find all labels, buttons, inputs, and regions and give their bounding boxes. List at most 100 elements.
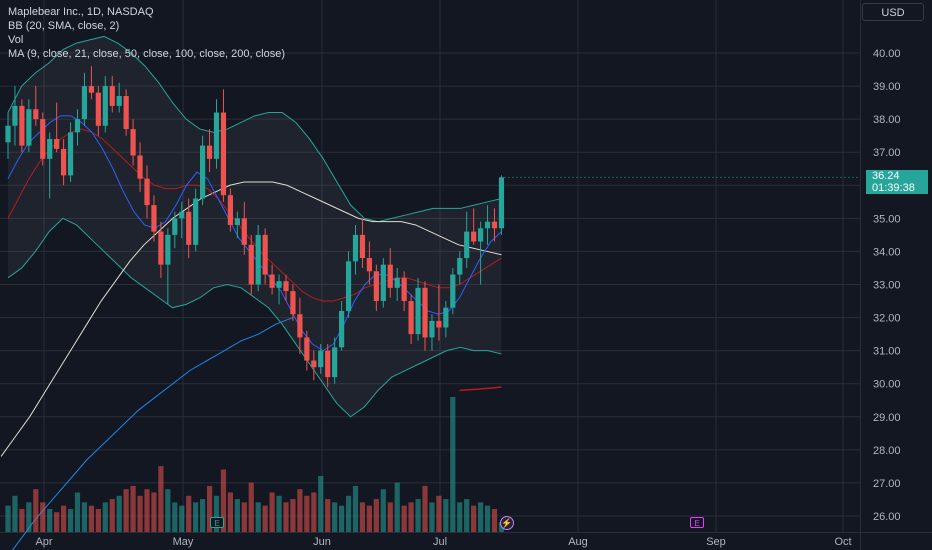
volume-bar [109, 499, 115, 532]
volume-bar [102, 502, 108, 532]
y-tick-label: 38.00 [873, 114, 901, 126]
y-tick-label: 33.00 [873, 280, 901, 292]
volume-indicator-label[interactable]: Vol [8, 34, 24, 46]
last-price-tag: 36.24 01:39:38 [866, 170, 928, 194]
ma200-line [459, 386, 502, 392]
ma-indicator-label[interactable]: MA (9, close, 21, close, 50, close, 100,… [8, 48, 285, 60]
candle-body [61, 148, 67, 176]
candle-body [165, 234, 171, 265]
candle-body [457, 258, 463, 275]
candle-body [241, 218, 247, 245]
volume-bar [366, 505, 372, 532]
volume-bar [471, 505, 477, 532]
bar-countdown: 01:39:38 [872, 182, 915, 194]
volume-bar [332, 502, 338, 532]
volume-bar [352, 485, 359, 532]
candle-body [325, 350, 331, 378]
candle-body [81, 86, 88, 120]
volume-bar [491, 508, 498, 532]
candle-body [394, 277, 400, 288]
volume-bar [464, 499, 470, 532]
volume-bar [429, 502, 435, 532]
candle-body [380, 264, 386, 302]
volume-bar [241, 502, 247, 532]
volume-bar [206, 485, 213, 532]
volume-bar [234, 499, 240, 532]
volume-bar [422, 485, 428, 532]
candle-body [248, 244, 254, 285]
y-tick-label: 28.00 [873, 445, 901, 457]
candle-body [130, 129, 136, 156]
volume-bar [436, 495, 442, 532]
candle-body [478, 228, 484, 242]
candle-body [172, 218, 178, 235]
volume-bar [179, 505, 185, 532]
symbol-title[interactable]: Maplebear Inc., 1D, NASDAQ [8, 6, 154, 18]
bb-lower-line [7, 217, 502, 418]
y-tick-label: 27.00 [873, 478, 901, 490]
candle-body [193, 198, 199, 245]
volume-bar [95, 508, 101, 532]
volume-bar [220, 469, 227, 532]
ma100-line [12, 317, 294, 550]
candle-body [33, 109, 39, 120]
candle-body [206, 145, 213, 159]
candle-body [401, 277, 407, 302]
chart-legend: Maplebear Inc., 1D, NASDAQ BB (20, SMA, … [8, 5, 285, 61]
candle-body [408, 301, 414, 335]
candle-body [359, 234, 366, 259]
y-tick-label: 37.00 [873, 147, 901, 159]
volume-bar [457, 502, 463, 532]
volume-bar [144, 489, 150, 532]
candle-body [26, 109, 32, 146]
candle-body [332, 347, 338, 378]
volume-bar [116, 495, 122, 532]
candle-body [443, 307, 449, 328]
candle-body [450, 274, 456, 308]
candle-body [415, 287, 421, 335]
candle-body [67, 132, 74, 176]
volume-bar [415, 499, 421, 532]
candle-body [151, 205, 157, 232]
y-tick-label: 34.00 [873, 246, 901, 258]
volume-bar [484, 505, 491, 532]
flash-event-icon[interactable]: ⚡ [500, 516, 514, 530]
x-tick-label: Sep [706, 536, 726, 548]
volume-bar [345, 495, 352, 532]
candle-body [179, 211, 185, 219]
y-tick-label: 30.00 [873, 379, 901, 391]
volume-bar [227, 492, 233, 532]
volume-bar [186, 495, 192, 532]
candle-body [123, 95, 129, 130]
volume-bar [165, 489, 171, 532]
candle-body [484, 221, 491, 229]
candle-body [88, 86, 94, 93]
volume-bar [47, 508, 53, 532]
candle-body [54, 138, 60, 149]
earnings-marker-icon[interactable]: E [210, 517, 224, 528]
candle-body [373, 271, 379, 302]
candle-body [471, 231, 477, 242]
candle-body [311, 360, 317, 368]
candle-body [339, 310, 345, 348]
currency-button[interactable]: USD [862, 3, 924, 21]
candle-body [422, 287, 428, 338]
bb-indicator-label[interactable]: BB (20, SMA, close, 2) [8, 20, 120, 32]
volume-bar [158, 466, 164, 532]
earnings-future-marker-icon[interactable]: E [690, 517, 704, 528]
volume-bar [213, 495, 220, 532]
volume-bar [200, 499, 206, 532]
volume-bar [269, 492, 275, 532]
candle-body [255, 234, 261, 285]
candle-body [158, 231, 164, 265]
candle-body [116, 95, 122, 106]
candle-body [5, 125, 11, 143]
volume-bar [304, 495, 310, 532]
volume-bar [283, 502, 289, 532]
volume-bar [450, 397, 456, 532]
volume-bar [394, 482, 400, 532]
candle-body [234, 218, 240, 225]
